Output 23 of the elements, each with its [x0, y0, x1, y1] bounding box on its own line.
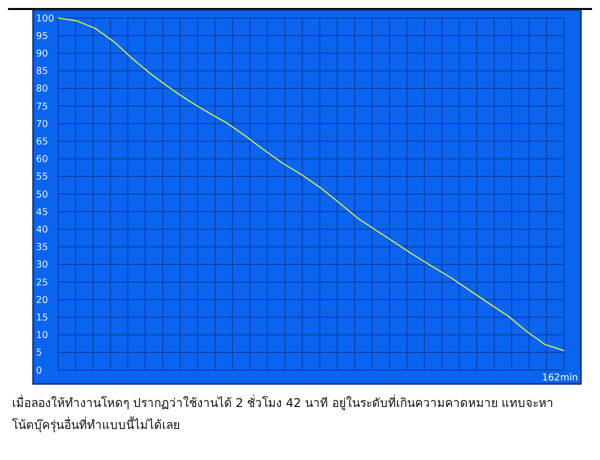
y-tick-label: 70 — [36, 118, 48, 130]
y-tick-label: 65 — [36, 136, 48, 148]
y-tick-label: 75 — [36, 101, 48, 112]
y-tick-label: 100 — [36, 13, 54, 24]
y-tick-label: 90 — [36, 48, 48, 60]
y-tick-label: 85 — [36, 66, 48, 78]
text: 162min — [542, 372, 578, 384]
y-tick-label: 20 — [36, 294, 48, 306]
y-tick-label: 45 — [36, 206, 48, 218]
y-tick-label: 95 — [36, 30, 48, 42]
text: เมื่อลองให้ทำงานโหดๆ ปรากฏว่าใช้งานได้ 2 ชั่วโมง 42 นาที อยู่ในระดับที่เกินความคาดหมาย แทบจะหาโน้ตบุ๊ครุ่นอื่นที่ทำแบบนี้ไม่ได้เลย — [11, 394, 555, 434]
y-tick-label: 15 — [36, 312, 48, 324]
y-tick-label: 0 — [36, 365, 42, 376]
y-tick-label: 50 — [36, 189, 48, 200]
y-tick-label: 25 — [36, 277, 48, 288]
y-tick-label: 5 — [36, 348, 42, 359]
y-tick-label: 30 — [36, 260, 48, 271]
y-tick-label: 10 — [36, 330, 48, 342]
y-tick-label: 35 — [36, 242, 48, 254]
y-tick-label: 40 — [36, 224, 48, 236]
y-tick-label: 60 — [36, 154, 48, 166]
y-tick-label: 55 — [36, 172, 48, 183]
y-tick-label: 80 — [36, 84, 48, 95]
